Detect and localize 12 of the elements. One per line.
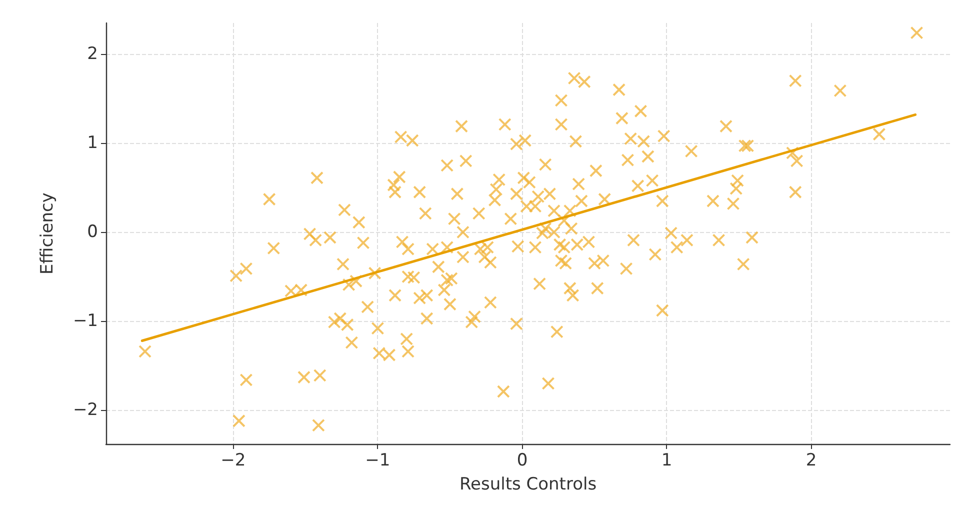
- x-tick-label: 2: [806, 450, 817, 470]
- x-tick-label: −1: [365, 450, 390, 470]
- x-tick-label: 1: [661, 450, 672, 470]
- y-tick-label: 1: [87, 133, 98, 154]
- y-tick-label: 0: [87, 222, 98, 242]
- x-axis-title: Results Controls: [459, 474, 597, 494]
- y-tick-label: −2: [72, 400, 98, 420]
- y-axis-title: Efficiency: [38, 192, 58, 274]
- y-tick-label: −1: [72, 311, 98, 332]
- x-tick-label: 0: [516, 450, 528, 470]
- y-tick-label: 2: [87, 44, 98, 64]
- x-tick-label: −2: [220, 450, 246, 470]
